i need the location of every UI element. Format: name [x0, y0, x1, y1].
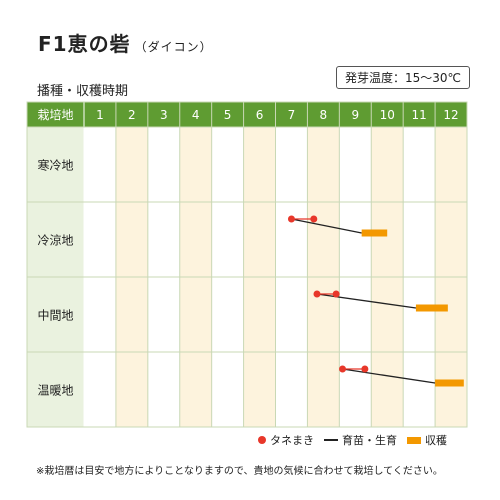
month-tick-label: 3: [160, 108, 168, 122]
row-label-cell: [27, 352, 84, 427]
month-tick-label: 5: [224, 108, 232, 122]
legend-grow-marker: [324, 439, 338, 441]
legend-grow-label: 育苗・生育: [342, 434, 397, 447]
harvest-bar: [435, 379, 464, 387]
row-label: 中間地: [37, 308, 73, 323]
row-label: 冷涼地: [37, 233, 73, 248]
header-label: 栽培地: [37, 107, 73, 122]
section-label: 播種・収穫時期: [37, 84, 129, 99]
table-border: [26, 101, 468, 428]
row-label-cell: [27, 127, 84, 202]
month-tick-label: 6: [256, 108, 264, 122]
legend-harvest-marker: [407, 436, 421, 444]
legend: タネまき 育苗・生育 収穫: [258, 432, 457, 448]
row-label: 寒冷地: [37, 158, 73, 173]
month-tick-label: 8: [320, 108, 328, 122]
legend-item-harvest: 収穫: [407, 432, 447, 448]
harvest-bar: [361, 229, 388, 237]
sowing-start-point: [339, 365, 347, 373]
legend-sow-marker: [258, 436, 266, 444]
title-subtitle: （ダイコン）: [134, 40, 213, 54]
harvest-bar: [415, 304, 448, 312]
growth-line: [291, 218, 362, 234]
sowing-end-point: [332, 290, 340, 298]
month-tick-label: 4: [192, 108, 200, 122]
legend-item-grow: 育苗・生育: [324, 432, 397, 448]
month-tick-label: 1: [96, 108, 104, 122]
growth-line: [342, 368, 436, 384]
row-label-cell: [27, 202, 84, 277]
temperature-note: 発芽温度：15～30℃: [335, 66, 470, 89]
sowing-end-point: [361, 365, 369, 373]
legend-item-sow: タネまき: [258, 432, 314, 448]
footnote: ※栽培暦は目安で地方によりことなりますので、貴地の気候に合わせて栽培してください…: [36, 466, 443, 477]
legend-harvest-label: 収穫: [425, 434, 447, 447]
header-row: [27, 102, 467, 127]
sowing-start-point: [287, 215, 295, 223]
sowing-end-point: [310, 215, 318, 223]
month-tick-label: 10: [380, 108, 395, 122]
month-tick-label: 7: [288, 108, 296, 122]
month-tick-label: 11: [411, 108, 426, 122]
growth-line: [316, 293, 417, 309]
sowing-start-point: [313, 290, 321, 298]
month-tick-label: 12: [443, 108, 458, 122]
chart-title: F1恵の砦 （ダイコン）: [38, 28, 213, 57]
row-label: 温暖地: [37, 384, 73, 398]
row-label-cell: [27, 277, 84, 352]
month-tick-label: 9: [351, 108, 359, 122]
month-tick-label: 2: [128, 108, 136, 122]
title-text: F1恵の砦: [38, 32, 131, 56]
legend-sow-label: タネまき: [270, 434, 314, 447]
